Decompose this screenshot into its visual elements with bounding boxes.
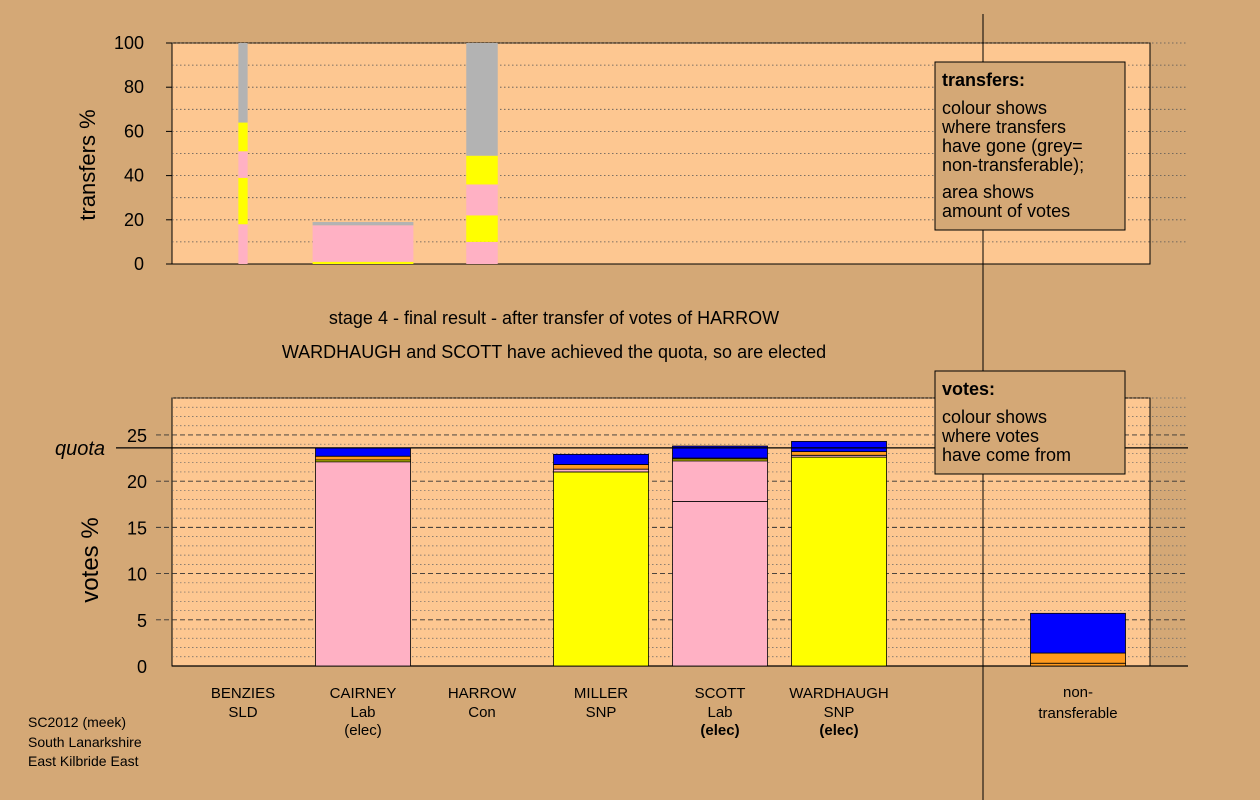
transfer-segment-cairney-0 bbox=[312, 261, 414, 264]
transfer-segment-harrow-1 bbox=[466, 215, 498, 242]
candidate-status: (elec) bbox=[700, 722, 739, 739]
vote-segment-miller-0 bbox=[553, 471, 649, 667]
vote-segment-cairney-3 bbox=[315, 447, 411, 457]
transfers-legend-box bbox=[934, 61, 1126, 231]
transfer-segment-benzies-3 bbox=[238, 122, 248, 152]
transfer-segment-cairney-2 bbox=[312, 222, 414, 226]
transfers-y-tick-label: 80 bbox=[124, 77, 144, 97]
candidate-party: SNP bbox=[586, 704, 617, 721]
vote-segment-miller-2 bbox=[553, 464, 649, 470]
vote-segment-wardhaugh-3 bbox=[791, 441, 887, 452]
transfer-segment-benzies-1 bbox=[238, 177, 248, 225]
nontransferable-label-line1: non- bbox=[1063, 684, 1093, 701]
transfer-segment-benzies-0 bbox=[238, 224, 248, 264]
transfers-y-axis-label: transfers % bbox=[75, 109, 100, 220]
transfers-legend: transfers: colour shows where transfers … bbox=[934, 61, 1126, 231]
nontransferable-label: non- transferable bbox=[1038, 684, 1117, 722]
votes-y-axis-label: votes % bbox=[77, 517, 104, 602]
candidate-name: MILLER bbox=[574, 685, 628, 702]
candidate-status: (elec) bbox=[344, 722, 382, 739]
transfers-y-tick-label: 60 bbox=[124, 121, 144, 141]
vote-segment-non-transferable-0 bbox=[1030, 662, 1126, 667]
transfers-legend-line1: colour shows bbox=[942, 98, 1047, 118]
candidate-party: SLD bbox=[228, 704, 257, 721]
elected-title: WARDHAUGH and SCOTT have achieved the qu… bbox=[282, 342, 826, 362]
vote-segment-wardhaugh-2 bbox=[791, 451, 887, 456]
transfers-bars bbox=[238, 43, 498, 264]
votes-legend-line3: have come from bbox=[942, 445, 1071, 465]
candidate-party: SNP bbox=[824, 704, 855, 721]
transfers-legend-line6: amount of votes bbox=[942, 201, 1070, 221]
transfers-legend-line2: where transfers bbox=[941, 117, 1066, 137]
vote-segment-cairney-2 bbox=[315, 455, 411, 461]
vote-segment-miller-3 bbox=[553, 453, 649, 465]
transfers-y-tick-label: 0 bbox=[134, 254, 144, 274]
candidate-label-miller: MILLER SNP bbox=[574, 685, 628, 721]
transfer-segment-harrow-2 bbox=[466, 184, 498, 216]
vote-segment-wardhaugh-0 bbox=[791, 456, 887, 667]
transfers-y-tick-label: 100 bbox=[114, 33, 144, 53]
source-line3: East Kilbride East bbox=[28, 753, 139, 769]
candidate-party: Lab bbox=[350, 704, 375, 721]
vote-segment-scott-4 bbox=[672, 445, 768, 459]
votes-y-tick-label: 5 bbox=[137, 611, 147, 631]
source-line2: South Lanarkshire bbox=[28, 734, 142, 750]
transfers-legend-line4: non-transferable); bbox=[942, 155, 1084, 175]
votes-legend-box bbox=[934, 370, 1126, 475]
source-note: SC2012 (meek) South Lanarkshire East Kil… bbox=[28, 714, 142, 769]
transfer-segment-harrow-0 bbox=[466, 241, 498, 264]
candidate-name: HARROW bbox=[448, 685, 517, 702]
vote-segment-non-transferable-1 bbox=[1030, 652, 1126, 664]
candidate-label-wardhaugh: WARDHAUGH SNP(elec) bbox=[789, 685, 888, 739]
vote-segment-miller-1 bbox=[553, 468, 649, 473]
votes-y-tick-label: 15 bbox=[127, 518, 147, 538]
transfer-segment-cairney-1 bbox=[312, 225, 414, 262]
transfer-segment-harrow-4 bbox=[466, 43, 498, 156]
nontransferable-label-line2: transferable bbox=[1038, 705, 1117, 722]
candidate-name: WARDHAUGH bbox=[789, 685, 888, 702]
votes-bars bbox=[315, 441, 1126, 667]
transfers-legend-line5: area shows bbox=[942, 182, 1034, 202]
vote-segment-non-transferable-2 bbox=[1030, 612, 1126, 654]
votes-legend-line2: where votes bbox=[941, 426, 1039, 446]
votes-y-tick-label: 20 bbox=[127, 472, 147, 492]
candidate-label-scott: SCOTT Lab(elec) bbox=[695, 685, 746, 739]
transfers-y-tick-label: 40 bbox=[124, 166, 144, 186]
candidate-label-cairney: CAIRNEY Lab(elec) bbox=[330, 685, 397, 739]
candidate-label-harrow: HARROW Con bbox=[448, 685, 517, 721]
votes-legend-line1: colour shows bbox=[942, 407, 1047, 427]
candidate-name: BENZIES bbox=[211, 685, 275, 702]
candidate-label-benzies: BENZIES SLD bbox=[211, 685, 275, 721]
vote-segment-scott-1 bbox=[672, 460, 768, 502]
votes-legend-title: votes: bbox=[942, 379, 995, 399]
votes-y-tick-label: 0 bbox=[137, 657, 147, 677]
votes-y-ticks: 0 5 10 15 20 25 bbox=[127, 426, 147, 677]
vote-segment-scott-0 bbox=[672, 501, 768, 667]
transfers-legend-line3: have gone (grey= bbox=[942, 136, 1083, 156]
vote-segment-cairney-0 bbox=[315, 461, 411, 667]
votes-panel: 0 5 10 15 20 25 quota votes % bbox=[55, 397, 1188, 677]
candidate-name: CAIRNEY bbox=[330, 685, 397, 702]
votes-y-tick-label: 25 bbox=[127, 426, 147, 446]
transfers-y-ticks: 0 20 40 60 80 100 bbox=[114, 33, 172, 274]
candidate-name: SCOTT bbox=[695, 685, 746, 702]
transfers-legend-title: transfers: bbox=[942, 70, 1025, 90]
candidate-status: (elec) bbox=[819, 722, 858, 739]
transfer-segment-benzies-2 bbox=[238, 151, 248, 178]
stage-title: stage 4 - final result - after transfer … bbox=[329, 308, 779, 328]
votes-legend: votes: colour shows where votes have com… bbox=[934, 370, 1126, 475]
source-line1: SC2012 (meek) bbox=[28, 714, 126, 730]
transfers-y-tick-label: 20 bbox=[124, 210, 144, 230]
transfer-segment-harrow-3 bbox=[466, 155, 498, 185]
candidate-party: Lab bbox=[707, 704, 732, 721]
candidate-labels: BENZIESSLDCAIRNEYLab(elec)HARROWConMILLE… bbox=[211, 685, 889, 739]
quota-label: quota bbox=[55, 438, 105, 460]
transfer-segment-benzies-4 bbox=[238, 43, 248, 123]
candidate-party: Con bbox=[468, 704, 496, 721]
votes-y-tick-label: 10 bbox=[127, 565, 147, 585]
